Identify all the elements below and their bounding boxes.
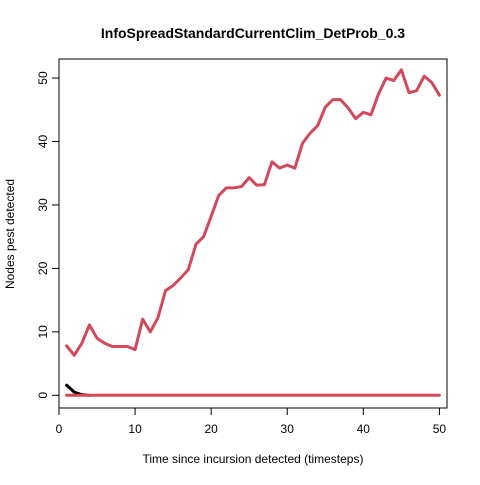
- x-axis-label: Time since incursion detected (timesteps…: [143, 452, 364, 466]
- x-tick-label: 20: [204, 422, 218, 436]
- x-tick-label: 0: [56, 422, 63, 436]
- y-tick-label: 40: [36, 134, 50, 148]
- y-axis-label: Nodes pest detected: [3, 179, 17, 289]
- y-tick-label: 30: [36, 198, 50, 212]
- x-tick-label: 40: [357, 422, 371, 436]
- y-axis: 0 10 20 30 40 50: [36, 71, 60, 399]
- plot-area-box: [58, 58, 448, 409]
- chart-title: InfoSpreadStandardCurrentClim_DetProb_0.…: [101, 25, 405, 41]
- y-tick-label: 10: [36, 325, 50, 339]
- x-tick-label: 30: [281, 422, 295, 436]
- x-tick-label: 50: [433, 422, 447, 436]
- series-line-1: [65, 68, 441, 357]
- y-tick-label: 50: [36, 71, 50, 85]
- y-tick-label: 0: [36, 392, 50, 399]
- series-layer: [65, 68, 441, 397]
- x-axis: 0 10 20 30 40 50: [56, 407, 447, 436]
- y-tick-label: 20: [36, 261, 50, 275]
- x-tick-label: 10: [128, 422, 142, 436]
- series-line-2: [65, 383, 91, 397]
